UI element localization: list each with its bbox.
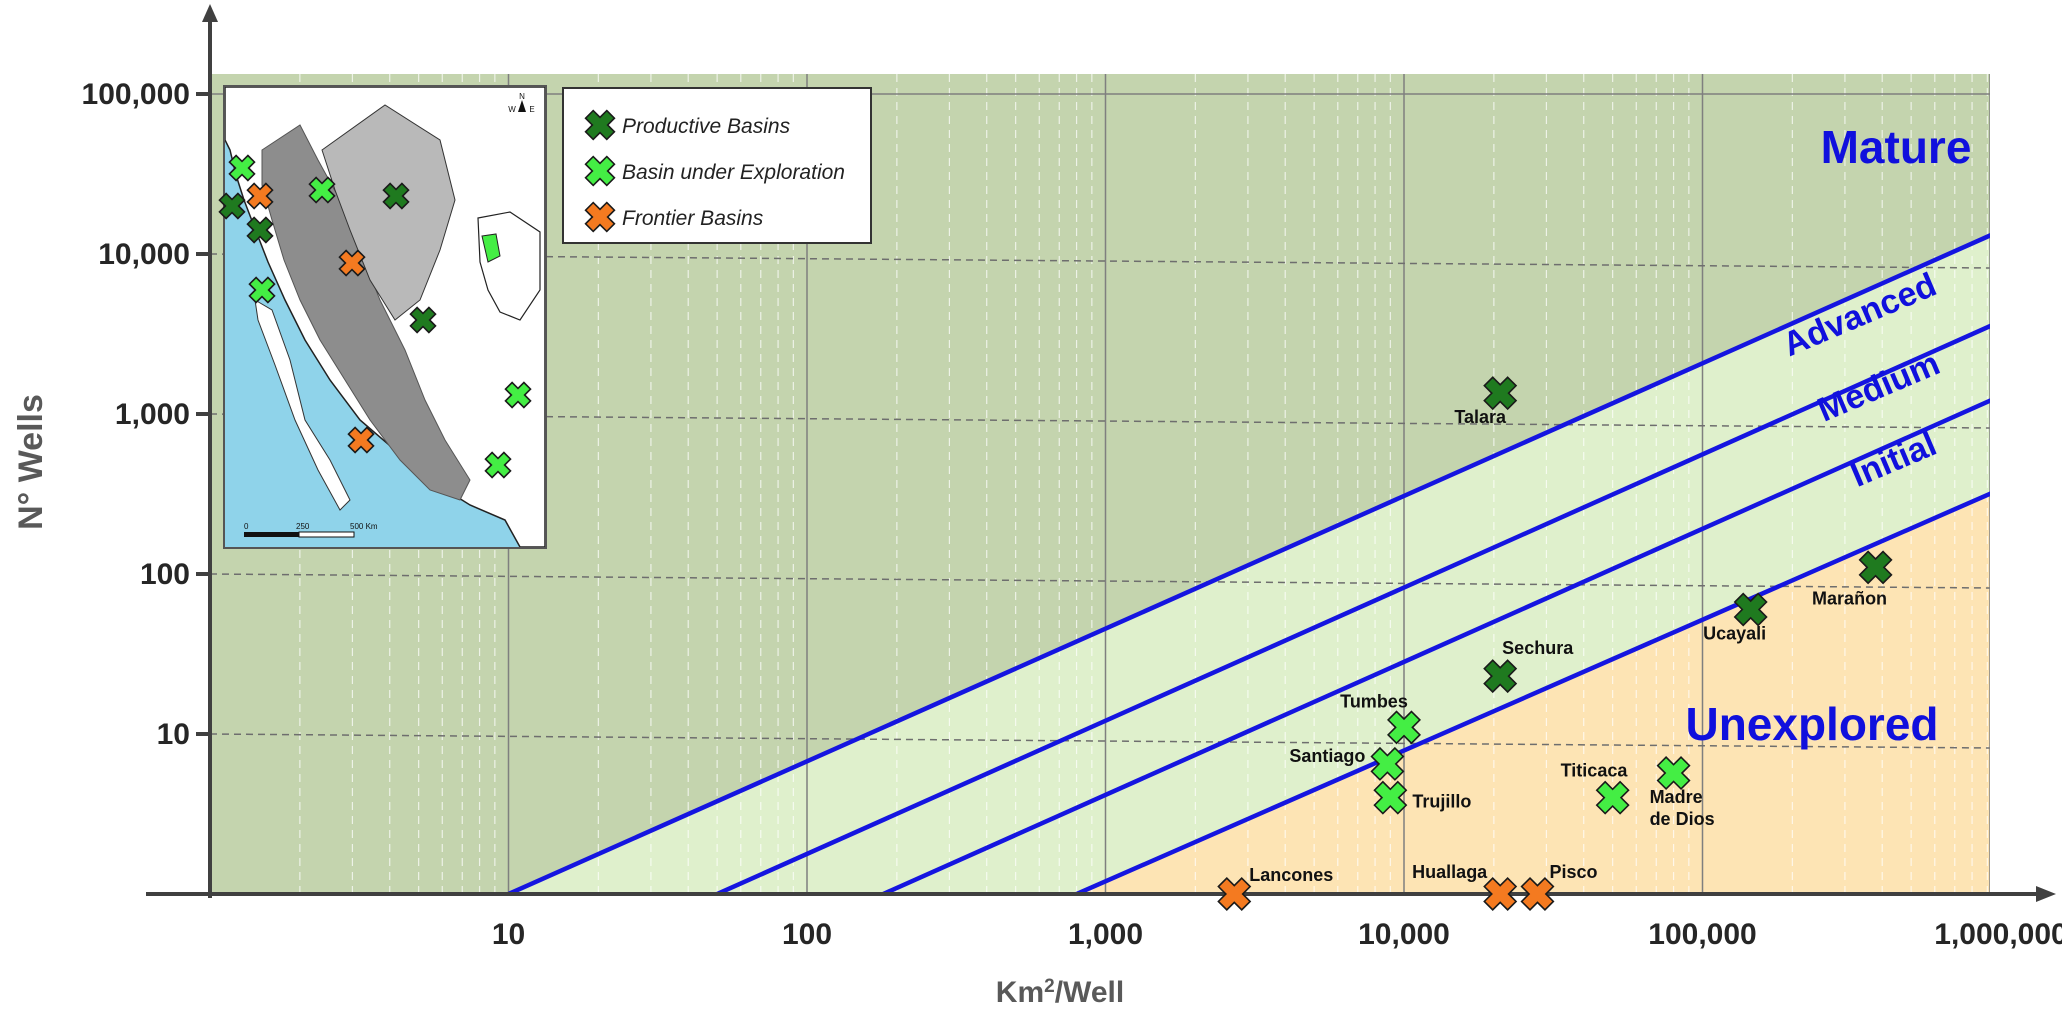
basin-label: Talara [1454, 407, 1507, 427]
basin-label: Marañon [1812, 588, 1887, 608]
inset-basin-marker [382, 182, 410, 210]
basin-marker [1483, 659, 1518, 694]
zone-label-mature: Mature [1821, 121, 1972, 173]
basin-marker [1370, 746, 1405, 781]
x-tick-label: 10,000 [1358, 918, 1450, 951]
inset-basin-marker [248, 276, 276, 304]
x-tick-label: 100,000 [1648, 918, 1756, 951]
inset-basin-marker [246, 182, 274, 210]
basin-marker [1656, 756, 1691, 791]
inset-basin-marker [308, 176, 336, 204]
inset-basin-marker [347, 426, 375, 454]
basin-marker [1520, 877, 1555, 911]
basin-marker [1483, 376, 1518, 411]
basin-label: Sechura [1502, 638, 1574, 658]
y-tick-label: 1,000 [115, 398, 190, 431]
grid-major-y [210, 573, 1990, 589]
legend-label: Productive Basins [622, 115, 791, 138]
x-axis-arrow [2036, 886, 2056, 902]
basin-marker [1858, 550, 1893, 585]
inset-basin-marker [228, 154, 256, 182]
boundary-line-1 [716, 323, 1990, 894]
basin-label: Santiago [1289, 746, 1365, 766]
grid-major-y [210, 253, 1990, 269]
inset-basin-marker [218, 192, 246, 220]
inset-basin-marker [409, 306, 437, 334]
legend-box [562, 87, 872, 244]
legend-label: Frontier Basins [622, 207, 764, 230]
scale-label-0: 0 [244, 522, 249, 531]
legend: Productive Basins Basin under Exploration… [562, 87, 872, 244]
y-tick-label: 100 [140, 558, 190, 591]
y-tick-label: 10,000 [98, 238, 190, 271]
x-tick-label: 1,000 [1068, 918, 1143, 951]
basin-points: Talara Sechura Ucayali Marañon Tumbes Santiag… [1217, 376, 1893, 911]
x-tick-labels: 10 100 1,000 10,000 100,000 1,000,000 [492, 918, 2062, 951]
inset-map: N W E 0 250 500 Km [218, 85, 547, 549]
compass-east: E [529, 105, 534, 114]
basin-label: Pisco [1549, 862, 1597, 882]
inset-basin-marker [338, 249, 366, 277]
legend-marker [584, 109, 616, 141]
inset-basin-marker [504, 381, 532, 409]
basin-label: Ucayali [1703, 623, 1766, 643]
maturity-boundary-lines [507, 233, 1990, 894]
basin-marker [1483, 877, 1518, 911]
basin-marker [1733, 592, 1768, 627]
x-tick-label: 1,000,000 [1934, 918, 2062, 951]
inset-basin-marker [246, 216, 274, 244]
basin-label: Huallaga [1412, 862, 1488, 882]
basin-marker [1373, 780, 1408, 815]
inset-basin-markers [218, 154, 532, 479]
basin-marker [1595, 780, 1630, 815]
y-tick-label: 100,000 [82, 78, 190, 111]
basin-marker [1387, 710, 1421, 745]
basin-label: Madre de Dios [1650, 787, 1715, 829]
compass-north: N [519, 92, 525, 101]
peru-highlight [481, 233, 501, 263]
gridlines [210, 74, 1990, 894]
axes [146, 4, 2056, 902]
legend-marker [584, 155, 616, 187]
basin-label: Titicaca [1561, 761, 1629, 781]
y-axis-title: N° Wells [12, 394, 50, 530]
boundary-line-2 [882, 398, 1990, 894]
basin-label: Lancones [1249, 865, 1333, 885]
y-tick-label: 10 [157, 718, 190, 751]
grid-major-y [210, 733, 1990, 749]
boundary-line-3 [1075, 491, 1990, 894]
scale-bar-half [298, 531, 355, 538]
legend-marker [584, 201, 616, 233]
compass-west: W [508, 105, 516, 114]
x-tick-label: 10 [492, 918, 525, 951]
coastline-shelf [254, 299, 351, 511]
x-axis-title: Km2/Well [996, 976, 1124, 1010]
boundary-line-0 [507, 233, 1990, 894]
y-axis-arrow [202, 4, 218, 22]
basin-outline-east [321, 104, 456, 321]
grid-major-y [210, 413, 1990, 429]
basin-label: Tumbes [1340, 691, 1408, 711]
zone-label-unexplored: Unexplored [1685, 698, 1938, 750]
scale-label-250: 250 [296, 522, 310, 531]
inset-basin-marker [484, 451, 512, 479]
scale-label-500: 500 Km [350, 522, 378, 531]
basin-marker [1217, 877, 1252, 911]
basin-label: Trujillo [1412, 792, 1471, 812]
y-tick-labels: 10 100 1,000 10,000 100,000 [82, 78, 210, 751]
legend-label: Basin under Exploration [622, 161, 845, 184]
x-tick-label: 100 [782, 918, 832, 951]
compass-shape [518, 100, 526, 112]
